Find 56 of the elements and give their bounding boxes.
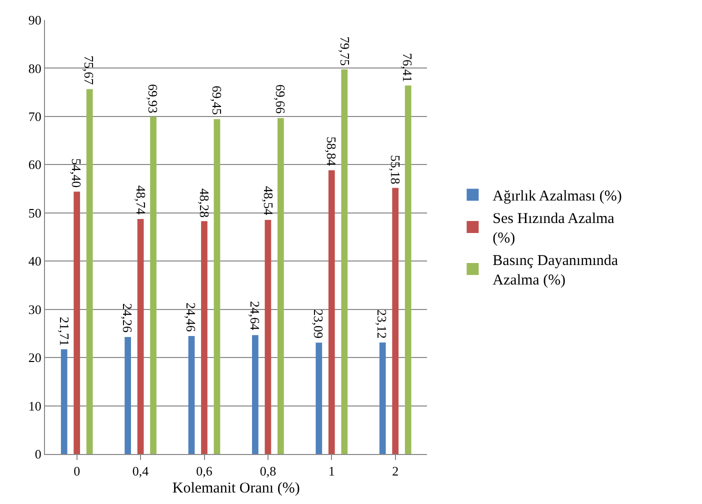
data-label: 24,64 — [247, 300, 262, 331]
x-tick-label: 0 — [74, 464, 80, 479]
y-tick-label: 10 — [28, 398, 42, 414]
data-label: 58,84 — [324, 136, 339, 166]
bar — [188, 336, 195, 454]
data-label: 69,66 — [272, 84, 288, 114]
data-label: 69,45 — [210, 86, 225, 115]
bar — [278, 118, 284, 454]
x-tick-label: 1 — [328, 464, 335, 479]
data-label: 24,46 — [184, 302, 199, 332]
x-tick-label: 0,8 — [260, 464, 276, 479]
bar — [404, 86, 412, 454]
data-label: 76,41 — [400, 52, 416, 82]
data-label: 75,67 — [82, 56, 97, 86]
bar — [316, 342, 322, 454]
y-tick-label: 20 — [28, 350, 42, 366]
x-axis-title: Kolemanit Oranı (%) — [172, 480, 300, 497]
bar — [379, 342, 386, 454]
data-label: 55,18 — [388, 155, 403, 184]
data-label: 24,26 — [120, 303, 135, 333]
bar — [214, 119, 220, 454]
data-label: 54,40 — [69, 158, 84, 188]
bar — [264, 220, 272, 454]
bar — [201, 221, 208, 454]
y-tick-label: 70 — [28, 108, 42, 124]
data-label: 79,75 — [337, 36, 352, 66]
data-label: 23,12 — [374, 309, 390, 339]
bar — [341, 69, 348, 454]
data-label: 48,74 — [134, 185, 149, 216]
bar — [60, 349, 68, 454]
bar — [124, 337, 131, 454]
legend-label: Ses Hızında Azalma (%) — [492, 211, 615, 247]
bar — [150, 116, 156, 454]
x-tick-label: 0,4 — [132, 464, 150, 479]
x-tick-label: 2 — [392, 464, 399, 479]
legend-label: Basınç Dayanımında Azalma (%) — [492, 253, 618, 289]
x-tick-label: 0,6 — [196, 464, 213, 479]
y-tick-label: 30 — [28, 302, 42, 317]
data-label: 48,28 — [196, 188, 212, 218]
legend-label: Ağırlık Azalması (%) — [492, 188, 622, 205]
bar — [74, 192, 80, 454]
y-tick-label: 50 — [28, 205, 42, 220]
bar — [328, 170, 335, 454]
bar — [137, 218, 144, 454]
bar — [392, 188, 399, 454]
y-tick-label: 60 — [28, 157, 42, 172]
y-tick-label: 40 — [28, 254, 42, 269]
data-label: 48,54 — [260, 186, 276, 216]
y-tick-label: 90 — [28, 12, 42, 28]
bar — [252, 335, 258, 454]
y-tick-label: 80 — [28, 60, 42, 76]
bar — [86, 89, 93, 454]
y-tick-label: 0 — [34, 446, 42, 462]
data-label: 21,71 — [56, 316, 72, 346]
data-label: 23,09 — [311, 309, 326, 338]
data-label: 69,93 — [146, 84, 161, 114]
